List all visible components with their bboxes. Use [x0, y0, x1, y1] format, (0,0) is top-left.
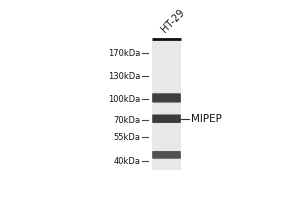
Text: MIPEP: MIPEP: [191, 114, 222, 124]
Bar: [161, 38, 162, 170]
Text: 70kDa: 70kDa: [113, 116, 141, 125]
Bar: [178, 38, 179, 170]
Text: 130kDa: 130kDa: [108, 72, 141, 81]
Bar: [177, 38, 178, 170]
FancyBboxPatch shape: [152, 151, 181, 159]
Bar: [159, 38, 161, 170]
Bar: [152, 38, 154, 170]
Bar: [165, 38, 166, 170]
Bar: [175, 38, 177, 170]
Bar: [171, 38, 172, 170]
Text: 55kDa: 55kDa: [114, 133, 141, 142]
Bar: [179, 38, 181, 170]
Bar: [158, 38, 159, 170]
Text: 40kDa: 40kDa: [114, 157, 141, 166]
Bar: [167, 38, 168, 170]
Bar: [174, 38, 175, 170]
Text: HT-29: HT-29: [159, 8, 186, 35]
Bar: [172, 38, 174, 170]
Text: 170kDa: 170kDa: [108, 49, 141, 58]
Bar: [155, 38, 157, 170]
Bar: [164, 38, 165, 170]
Text: 100kDa: 100kDa: [108, 95, 141, 104]
FancyBboxPatch shape: [152, 114, 181, 123]
Bar: [162, 38, 164, 170]
Bar: [168, 38, 170, 170]
Bar: [152, 38, 181, 170]
FancyBboxPatch shape: [152, 93, 181, 103]
Bar: [157, 38, 158, 170]
Bar: [154, 38, 155, 170]
Bar: [169, 38, 171, 170]
